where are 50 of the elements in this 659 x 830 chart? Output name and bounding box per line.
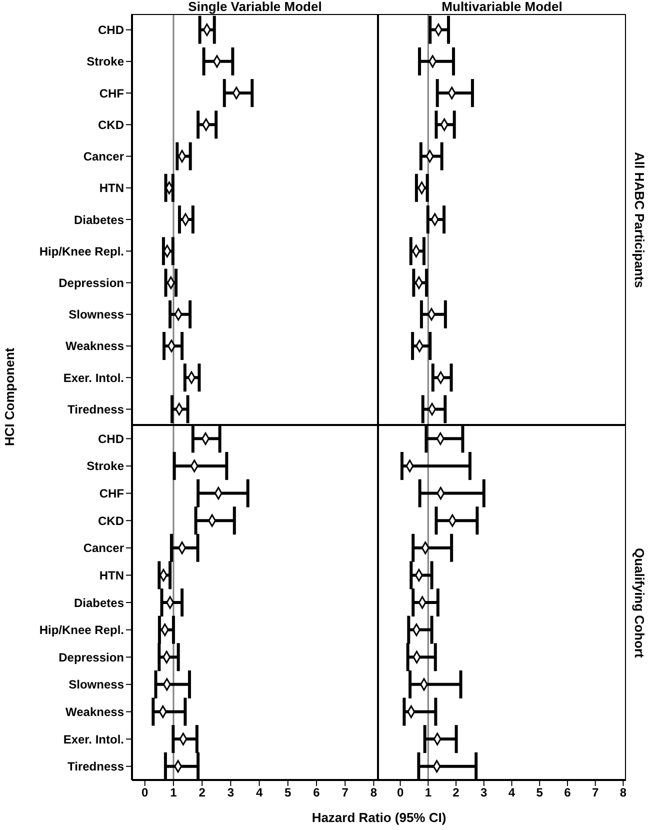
y-tick-label: Cancer: [83, 541, 124, 556]
y-tick-label: Depression: [58, 276, 124, 290]
x-tick-label: 6: [564, 786, 572, 800]
y-tick-label: Stroke: [86, 54, 124, 69]
y-tick-label: Diabetes: [74, 596, 124, 610]
x-tick-label: 8: [370, 786, 378, 800]
x-tick-label: 8: [620, 786, 627, 800]
y-tick-label: Cancer: [83, 150, 124, 164]
y-tick-label: Slowness: [68, 678, 124, 692]
x-tick-label: 6: [313, 786, 320, 800]
y-axis-title: HCI Component: [2, 346, 17, 448]
y-tick-label: CHF: [99, 86, 124, 100]
y-tick-label: CKD: [98, 118, 124, 132]
x-tick-label: 2: [452, 786, 460, 800]
y-tick-label: HTN: [99, 568, 124, 582]
y-tick-label: Slowness: [68, 308, 124, 322]
x-tick-label: 1: [424, 786, 432, 800]
y-tick-label: CHD: [98, 23, 124, 38]
x-tick-label: 3: [227, 786, 234, 800]
y-tick-label: HTN: [99, 181, 124, 196]
y-tick-label: Hip/Knee Repl.: [39, 623, 124, 638]
y-tick-label: Tiredness: [68, 760, 124, 774]
y2-axis-title: All HABC Participants: [632, 150, 647, 290]
x-tick-label: 1: [170, 786, 178, 800]
y-tick-label: CKD: [98, 514, 124, 528]
y-tick-label: Diabetes: [74, 212, 124, 227]
chart-title: Multivariable Model: [440, 0, 564, 14]
x-tick-label: 2: [198, 786, 206, 800]
y-tick-label: CHD: [98, 432, 124, 446]
x-tick-label: 0: [142, 786, 149, 800]
x-tick-label: 3: [480, 786, 488, 800]
x-tick-label: 7: [342, 786, 349, 800]
y-tick-label: CHF: [99, 486, 124, 501]
x-tick-label: 4: [508, 786, 516, 800]
x-tick-label: 4: [256, 786, 263, 800]
x-tick-label: 5: [536, 786, 544, 800]
y-tick-label: Exer. Intol.: [63, 732, 124, 746]
x-axis-title: Hazard Ratio (95% CI): [310, 810, 448, 825]
y2-axis-title: Qualifying Cohort: [632, 546, 647, 660]
x-tick-label: 5: [284, 786, 292, 800]
y-tick-label: Weakness: [66, 704, 124, 719]
y-tick-label: Depression: [58, 650, 124, 664]
y-tick-label: Weakness: [66, 339, 124, 354]
x-tick-label: 7: [592, 786, 600, 800]
y-tick-label: Tiredness: [68, 402, 124, 416]
x-tick-label: 0: [396, 786, 404, 800]
y-tick-label: Exer. Intol.: [63, 370, 124, 385]
chart-title: Single Variable Model: [187, 0, 323, 14]
y-tick-label: Stroke: [86, 459, 124, 474]
y-tick-label: Hip/Knee Repl.: [39, 244, 124, 258]
